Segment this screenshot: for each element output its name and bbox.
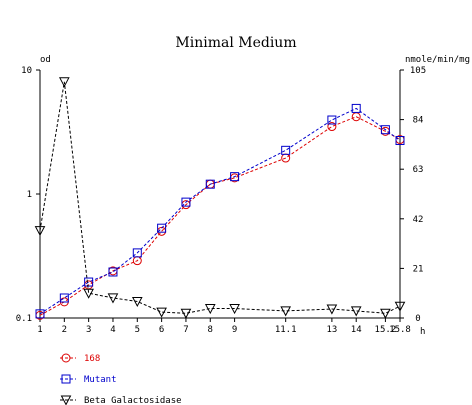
series-mutant-point: [132, 248, 142, 258]
x-tick-label: 2: [62, 325, 67, 335]
series-beta-galactosidase-point: [326, 304, 338, 315]
x-axis-ticks: 1 2 3 4 5 6 7 8 9 11.1 13 14 15.215.8: [37, 318, 411, 335]
legend-168-label: 168: [84, 354, 100, 364]
series-beta-galactosidase-point: [204, 304, 216, 315]
y-left-axis-label: od: [40, 55, 51, 65]
series-beta-galactosidase-point: [229, 304, 240, 315]
y-right-axis-ticks: 0 21 42 63 84 105: [400, 66, 426, 324]
y-left-tick-label: 1: [27, 190, 32, 200]
series-mutant-point: [59, 293, 69, 303]
x-tick-label: 8: [208, 325, 213, 335]
series-beta-galactosidase-point: [180, 308, 192, 319]
series-beta-galactosidase-line: [39, 81, 401, 314]
series-mutant-point: [108, 267, 118, 277]
y-right-axis-label: nmole/min/mg: [405, 55, 470, 65]
y-right-tick-label: 84: [413, 116, 424, 126]
x-tick-label: 15.2: [375, 325, 397, 335]
series-beta-galactosidase-point: [34, 226, 46, 237]
x-tick-label: 4: [110, 325, 115, 335]
plot-series: [34, 77, 406, 320]
series-beta-galactosidase-point: [107, 293, 119, 304]
series-mutant-point: [230, 172, 240, 182]
chart-title: Minimal Medium: [175, 35, 296, 51]
y-left-tick-label: 10: [21, 66, 32, 76]
series-beta-galactosidase-point: [280, 306, 292, 317]
x-tick-label: 14: [351, 325, 362, 335]
x-tick-label: 7: [183, 325, 188, 335]
x-tick-label: 11.1: [275, 325, 297, 335]
y-right-tick-label: 63: [413, 165, 424, 175]
series-mutant-line: [39, 107, 401, 315]
series-168-line: [39, 116, 401, 316]
legend-beta-galactosidase-label: Beta Galactosidase: [84, 396, 182, 405]
x-tick-label: 1: [37, 325, 42, 335]
x-tick-label: 13: [326, 325, 337, 335]
legend-beta-galactosidase-marker: [60, 395, 72, 405]
y-right-tick-label: 42: [413, 215, 424, 225]
series-beta-galactosidase-point: [131, 296, 143, 308]
series-mutant-point: [395, 136, 405, 146]
series-beta-galactosidase-point: [83, 288, 94, 299]
series-mutant-point: [205, 179, 215, 189]
y-right-tick-label: 21: [413, 264, 424, 274]
y-left-tick-label: 0.1: [16, 314, 32, 324]
y-right-tick-label: 0: [415, 314, 420, 324]
series-mutant-point: [35, 309, 45, 319]
series-168-point: [327, 122, 337, 132]
x-tick-label: 6: [159, 325, 164, 335]
series-mutant-point: [181, 197, 191, 207]
legend-mutant-label: Mutant: [84, 375, 117, 385]
series-beta-galactosidase-point: [58, 77, 70, 88]
series-mutant-point: [281, 145, 291, 155]
series-beta-galactosidase-point: [380, 308, 391, 319]
series-beta-galactosidase-point: [156, 307, 167, 318]
series-mutant-point: [84, 277, 94, 287]
x-axis-label: h: [420, 327, 425, 337]
x-tick-label: 15.8: [389, 325, 411, 335]
x-tick-label: 3: [86, 325, 91, 335]
x-tick-label: 5: [135, 325, 140, 335]
series-beta-galactosidase-point: [350, 306, 362, 317]
series-mutant-point: [327, 115, 337, 125]
y-left-axis-ticks: 0.1 1 10: [16, 66, 40, 324]
legend-168-marker: [61, 353, 71, 363]
legend: 168 Mutant Beta Galactosidase: [60, 353, 182, 405]
legend-mutant-marker: [61, 374, 71, 384]
series-beta-galactosidase-point: [394, 301, 406, 312]
series-mutant-point: [380, 125, 390, 135]
series-mutant-point: [351, 103, 361, 113]
series-mutant-point: [157, 223, 167, 233]
y-right-tick-label: 105: [410, 66, 426, 76]
x-tick-label: 9: [232, 325, 237, 335]
